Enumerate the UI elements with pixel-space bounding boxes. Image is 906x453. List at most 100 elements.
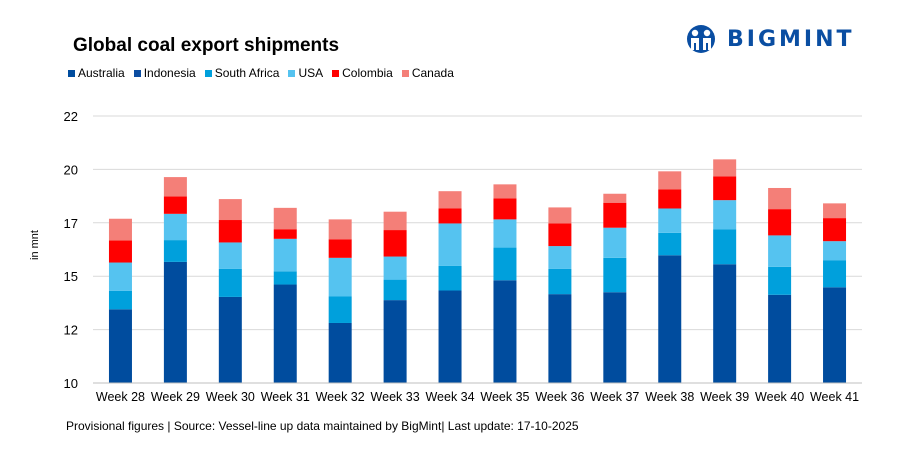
bigmint-logo-icon — [687, 25, 715, 53]
bar-segment-australia — [163, 261, 187, 383]
y-tick-label: 20 — [64, 162, 78, 177]
bar-segment-colombia — [273, 229, 297, 239]
legend-item-colombia: Colombia — [332, 66, 393, 80]
bar-segment-colombia — [438, 208, 462, 224]
bar-segment-colombia — [328, 239, 352, 258]
x-tick-label: Week 29 — [151, 390, 200, 404]
bar-segment-south-africa — [548, 268, 572, 295]
bar-segment-australia — [493, 280, 517, 383]
logo-text: BIGMINT — [727, 26, 855, 52]
bar-segment-colombia — [603, 202, 627, 228]
legend: Australia Indonesia South Africa USA Colombi… — [68, 66, 454, 80]
bar-segment-canada — [383, 211, 407, 231]
bar-segment-south-africa — [273, 271, 297, 285]
legend-item-south-africa: South Africa — [204, 66, 280, 80]
bar-segment-colombia — [493, 198, 517, 220]
legend-label: Indonesia — [143, 66, 196, 80]
x-tick-label: Week 34 — [425, 390, 474, 404]
bar-segment-australia — [713, 264, 737, 383]
bar-segment-canada — [328, 219, 352, 240]
bar-segment-canada — [658, 171, 682, 190]
bar-segment-usa — [273, 238, 297, 272]
bar-segment-colombia — [823, 218, 847, 242]
bar-segment-colombia — [713, 176, 737, 201]
legend-swatch — [332, 69, 340, 77]
bar-segment-usa — [548, 246, 572, 269]
legend-label: USA — [298, 66, 324, 80]
bar-segment-canada — [548, 207, 572, 224]
bar-segment-usa — [493, 219, 517, 248]
legend-swatch — [204, 69, 212, 77]
bar-segment-canada — [218, 199, 242, 221]
legend-swatch — [401, 69, 409, 77]
bar-segment-south-africa — [603, 257, 627, 293]
bar-segment-usa — [823, 241, 847, 261]
bar-segment-south-africa — [328, 296, 352, 323]
y-tick-label: 15 — [64, 269, 78, 284]
x-tick-label: Week 41 — [810, 390, 859, 404]
x-tick-label: Week 37 — [590, 390, 639, 404]
bar-segment-south-africa — [823, 260, 847, 288]
y-axis-label: in mnt — [29, 230, 41, 260]
bar-segment-south-africa — [658, 232, 682, 256]
legend-label: Australia — [78, 66, 125, 80]
bar-segment-colombia — [218, 220, 242, 243]
x-tick-label: Week 33 — [371, 390, 420, 404]
bar-segment-usa — [218, 242, 242, 269]
bar-segment-australia — [108, 309, 132, 383]
x-tick-label: Week 39 — [700, 390, 749, 404]
bar-segment-canada — [713, 159, 737, 177]
bar-segment-south-africa — [383, 279, 407, 301]
bar-segment-colombia — [383, 230, 407, 257]
legend-item-australia: Australia — [68, 66, 125, 80]
bar-segment-australia — [383, 300, 407, 383]
bar-segment-colombia — [163, 196, 187, 214]
bar-segment-south-africa — [218, 268, 242, 297]
bar-segment-usa — [108, 262, 132, 291]
legend-swatch — [133, 69, 141, 77]
y-tick-label: 12 — [64, 323, 78, 338]
legend-item-indonesia: Indonesia — [133, 66, 196, 80]
bigmint-logo: BIGMINT — [683, 24, 855, 54]
bar-segment-south-africa — [713, 229, 737, 265]
bar-segment-australia — [273, 284, 297, 383]
y-tick-label: 22 — [64, 109, 78, 124]
bar-segment-canada — [768, 187, 792, 210]
bar-segment-australia — [328, 322, 352, 383]
bar-segment-canada — [108, 218, 132, 241]
x-tick-label: Week 28 — [96, 390, 145, 404]
legend-item-canada: Canada — [401, 66, 454, 80]
bar-segment-colombia — [108, 240, 132, 263]
bar-segment-australia — [603, 292, 627, 383]
bar-segment-usa — [383, 256, 407, 280]
bar-segment-usa — [438, 223, 462, 266]
bar-segment-colombia — [548, 223, 572, 247]
bar-segment-australia — [218, 296, 242, 383]
x-tick-label: Week 31 — [261, 390, 310, 404]
bar-segment-australia — [548, 294, 572, 383]
bar-segment-usa — [768, 235, 792, 267]
bar-segment-usa — [603, 227, 627, 258]
x-tick-label: Week 32 — [316, 390, 365, 404]
x-tick-label: Week 38 — [645, 390, 694, 404]
bar-segment-australia — [823, 287, 847, 383]
bar-segment-canada — [438, 191, 462, 209]
bar-segment-canada — [273, 207, 297, 230]
legend-swatch — [288, 69, 296, 77]
bar-segment-canada — [603, 193, 627, 203]
x-tick-label: Week 35 — [480, 390, 529, 404]
legend-item-usa: USA — [288, 66, 323, 80]
bar-segment-canada — [823, 203, 847, 219]
bar-segment-usa — [658, 208, 682, 233]
bar-segment-australia — [768, 294, 792, 383]
bar-segment-colombia — [768, 209, 792, 236]
x-tick-label: Week 30 — [206, 390, 255, 404]
bar-segment-canada — [163, 177, 187, 197]
bar-segment-usa — [328, 257, 352, 297]
legend-label: Canada — [411, 66, 454, 80]
bar-segment-colombia — [658, 189, 682, 209]
bar-segment-australia — [658, 255, 682, 383]
bar-segment-canada — [493, 184, 517, 199]
legend-label: South Africa — [214, 66, 280, 80]
